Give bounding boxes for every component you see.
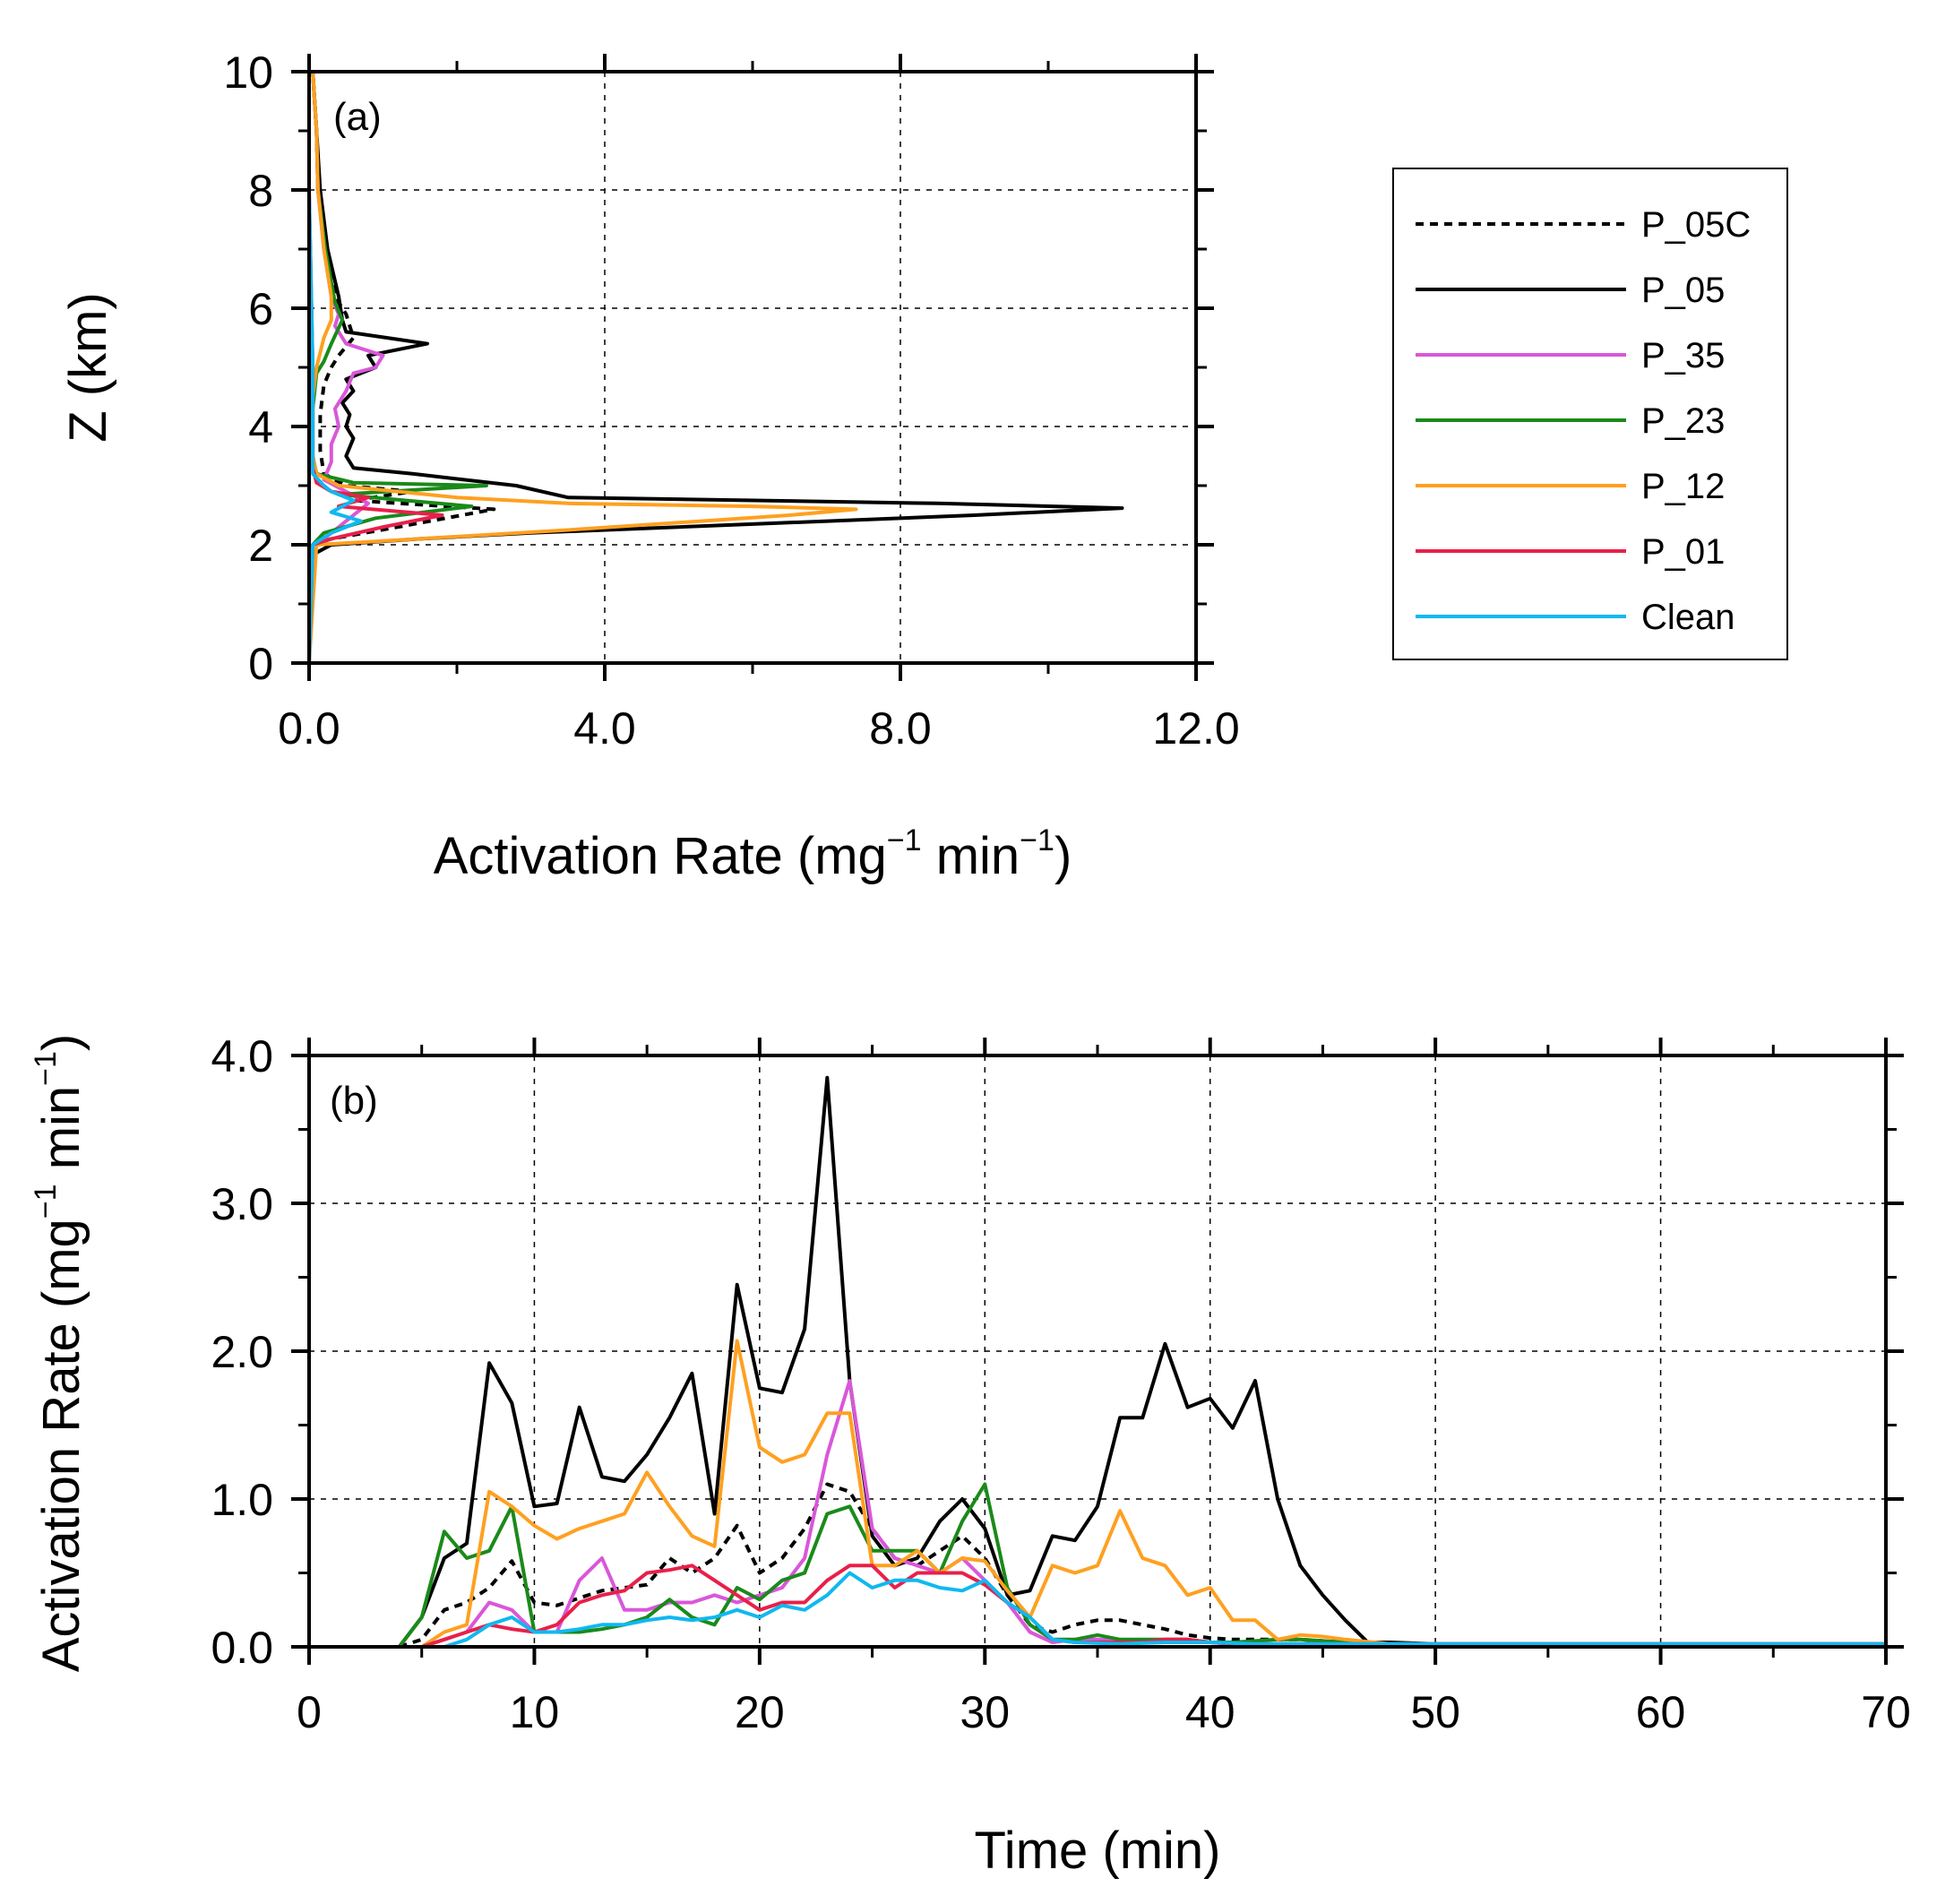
- panel-b-series-p-12: [420, 1339, 1886, 1649]
- panel-b-y-title-end: ): [32, 1034, 90, 1051]
- legend-box: [1392, 168, 1788, 660]
- panel-b-ytick-label: 4.0: [211, 1031, 273, 1081]
- panel-a-series-p-05c: [307, 71, 496, 663]
- legend-label-p-05: P_05: [1641, 271, 1725, 310]
- panel-b-ytick-label: 1.0: [211, 1475, 273, 1525]
- panel-b-series-clean: [443, 1571, 1886, 1649]
- panel-b-ytick-label: 3.0: [211, 1179, 273, 1229]
- panel-a-series-lines: [307, 71, 1124, 664]
- panel-a-label: (a): [333, 95, 382, 139]
- panel-b-xtick-label: 70: [1861, 1687, 1911, 1737]
- panel-a-series-p-05: [307, 71, 1124, 663]
- panel-a-x-title-main: Activation Rate (mg: [434, 827, 887, 885]
- panel-a-vertical-profile-chart: 0.0 4.0 8.0 12.0 0 2 4 6 8 10 (a) Z (km) Activati…: [59, 47, 1240, 885]
- panel-b-series-p-01: [421, 1564, 1886, 1649]
- panel-a-ytick-label: 10: [223, 47, 273, 98]
- legend-label-p-23: P_23: [1641, 401, 1725, 441]
- panel-b-xtick-label: 20: [735, 1687, 785, 1737]
- panel-a-gridlines: [309, 72, 1196, 663]
- panel-b-y-axis-title: Activation Rate (mg−1 min−1): [29, 1034, 90, 1673]
- panel-a-x-axis-title: Activation Rate (mg−1 min−1): [434, 823, 1072, 885]
- legend: P_05C P_05 P_35 P_23 P_12 P_01 Clean: [1392, 168, 1788, 660]
- panel-b-y-title-sup2: −1: [29, 1051, 63, 1086]
- panel-b-series-p-23: [398, 1482, 1886, 1649]
- panel-b-xtick-label: 0: [297, 1687, 322, 1737]
- panel-a-x-title-end: ): [1054, 827, 1072, 885]
- panel-a-ytick-label: 2: [248, 521, 273, 571]
- panel-a-xtick-label: 0.0: [278, 703, 340, 754]
- panel-a-xtick-label: 12.0: [1152, 703, 1239, 754]
- panel-b-series-lines: [398, 1075, 1886, 1649]
- panel-b-xtick-label: 10: [510, 1687, 560, 1737]
- panel-a-plot-frame: [307, 70, 1198, 665]
- panel-b-xtick-label: 40: [1185, 1687, 1235, 1737]
- panel-b-series-p-05: [398, 1075, 1886, 1649]
- panel-a-ytick-label: 6: [248, 284, 273, 334]
- legend-label-p-05c: P_05C: [1641, 205, 1751, 245]
- panel-b-series-p-35: [421, 1379, 1886, 1649]
- panel-a-xtick-label: 8.0: [869, 703, 932, 754]
- panel-b-xtick-label: 50: [1410, 1687, 1460, 1737]
- legend-label-p-01: P_01: [1641, 532, 1725, 572]
- panel-a-x-title-sup2: −1: [1020, 823, 1054, 857]
- panel-a-ytick-label: 0: [248, 639, 273, 689]
- panel-a-xtick-label: 4.0: [573, 703, 636, 754]
- panel-a-ytick-label: 8: [248, 166, 273, 216]
- panel-a-y-axis-title: Z (km): [59, 292, 117, 443]
- legend-label-clean: Clean: [1641, 598, 1735, 637]
- panel-a-series-clean: [307, 189, 363, 664]
- panel-b-ytick-label: 2.0: [211, 1327, 273, 1377]
- panel-a-axis-ticks: 0.0 4.0 8.0 12.0 0 2 4 6 8 10: [223, 47, 1239, 754]
- panel-b-xtick-label: 30: [960, 1687, 1010, 1737]
- panel-b-axis-ticks: 0 10 20 30 40 50 60 70 0.0 1.0 2.0 3.0 4.0: [211, 1031, 1910, 1737]
- panel-b-x-axis-title: Time (min): [975, 1822, 1221, 1880]
- panel-b-xtick-label: 60: [1636, 1687, 1686, 1737]
- panel-b-y-title-main: Activation Rate (mg: [32, 1219, 90, 1672]
- panel-b-ytick-label: 0.0: [211, 1623, 273, 1673]
- legend-label-p-35: P_35: [1641, 336, 1725, 375]
- legend-label-p-12: P_12: [1641, 467, 1725, 506]
- panel-a-x-title-sup1: −1: [887, 823, 922, 857]
- panel-b-label: (b): [330, 1079, 378, 1123]
- panel-b-y-title-mid: min: [32, 1086, 90, 1185]
- panel-b-series-p-05c: [398, 1482, 1886, 1649]
- panel-b-time-series-chart: 0 10 20 30 40 50 60 70 0.0 1.0 2.0 3.0 4.0 (b) Activ…: [29, 1031, 1911, 1880]
- panel-a-ytick-label: 4: [248, 402, 273, 452]
- panel-a-series-p-12: [307, 71, 858, 664]
- panel-b-y-title-sup1: −1: [29, 1184, 63, 1219]
- panel-a-series-p-23: [307, 71, 488, 664]
- panel-b-gridlines: [309, 1055, 1886, 1647]
- panel-a-x-title-mid: min: [922, 827, 1020, 885]
